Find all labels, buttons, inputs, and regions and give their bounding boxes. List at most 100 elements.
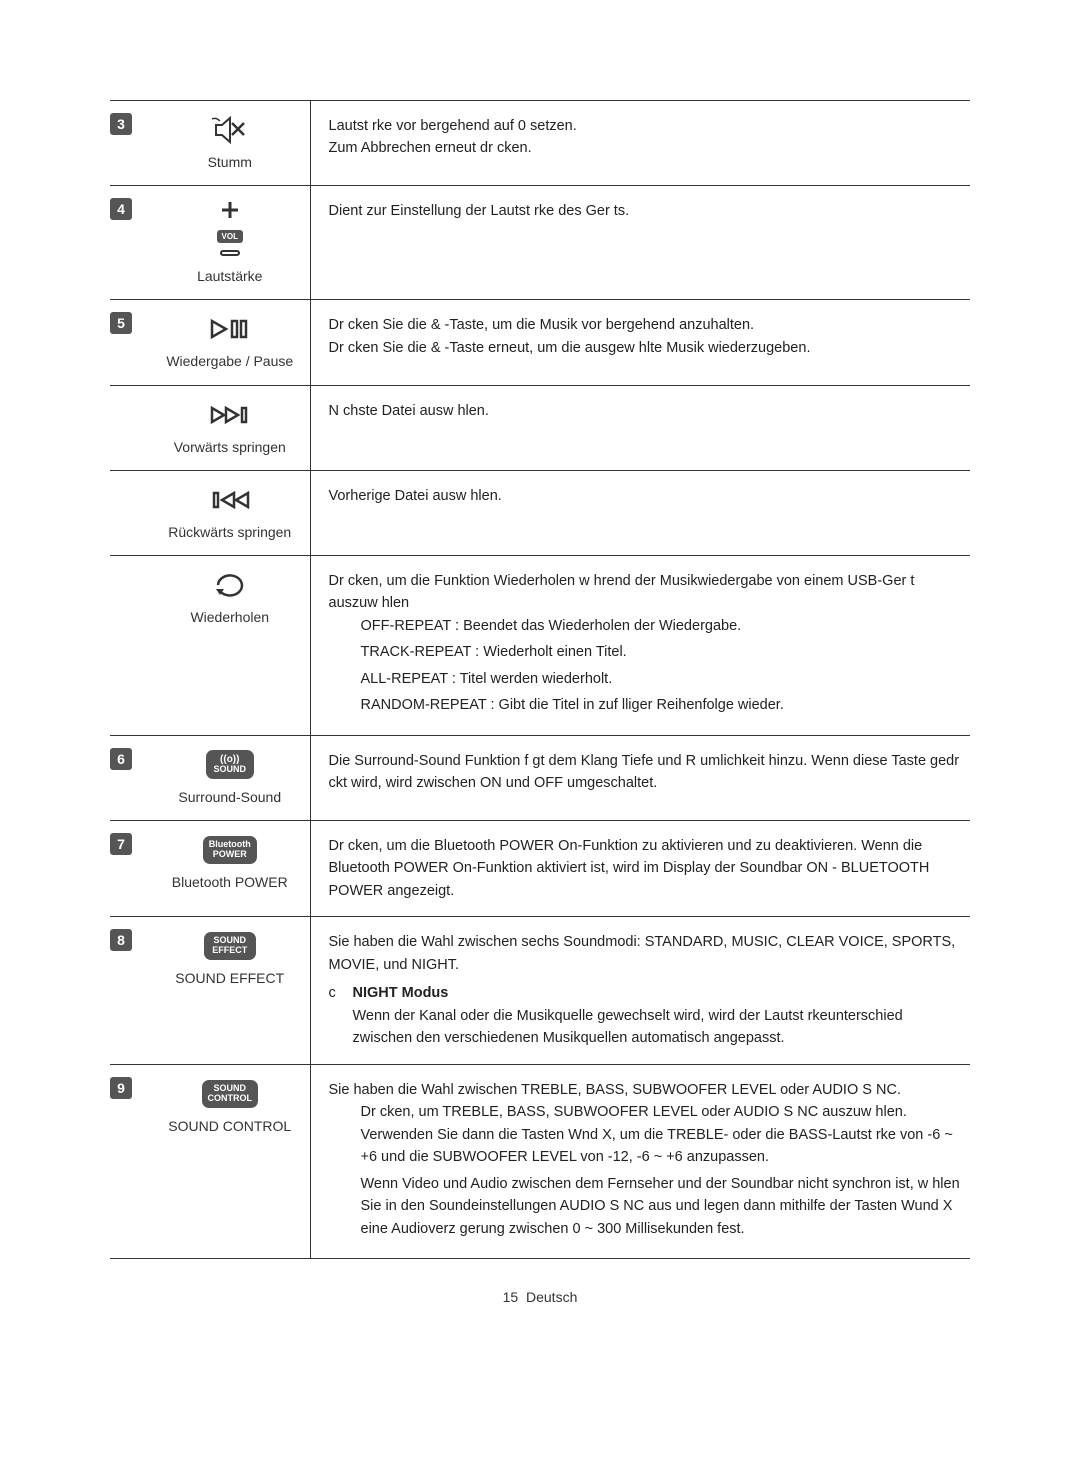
description-line: Dr cken Sie die & -Taste erneut, um die … bbox=[329, 337, 961, 359]
note-block: cNIGHT Modus Wenn der Kanal oder die Musi… bbox=[329, 982, 961, 1049]
remote-functions-table: 3 Stumm Lautst rke vor bergehend auf 0 set… bbox=[110, 100, 970, 1259]
table-row: 4VOLLautstärke Dient zur Einstellung der … bbox=[110, 186, 970, 300]
description-line: Dr cken, um die Bluetooth POWER On-Funkt… bbox=[329, 835, 961, 902]
description-line: Die Surround-Sound Funktion f gt dem Kla… bbox=[329, 750, 961, 795]
btn-icon: SOUNDCONTROL bbox=[158, 1079, 302, 1109]
sub-item-text: Dr cken, um TREBLE, BASS, SUBWOOFER LEVE… bbox=[361, 1104, 953, 1165]
row-icon-cell: BluetoothPOWER Bluetooth POWER bbox=[150, 820, 310, 916]
row-icon-label: Bluetooth POWER bbox=[158, 873, 302, 891]
table-row: Vorwärts springen N chste Datei ausw hlen… bbox=[110, 385, 970, 470]
row-icon-cell: Wiedergabe / Pause bbox=[150, 300, 310, 385]
row-description: Lautst rke vor bergehend auf 0 setzen.Zu… bbox=[310, 101, 970, 186]
skipfwd-icon bbox=[158, 400, 302, 430]
row-number-cell: 5 bbox=[110, 300, 150, 385]
row-number-badge: 5 bbox=[110, 312, 132, 334]
table-row: 6 ((o))SOUND Surround-Sound Die Surround-So… bbox=[110, 735, 970, 820]
description-line: Vorherige Datei ausw hlen. bbox=[329, 485, 961, 507]
btn-icon: BluetoothPOWER bbox=[158, 835, 302, 865]
row-number-badge: 3 bbox=[110, 113, 132, 135]
row-icon-label: Vorwärts springen bbox=[158, 438, 302, 456]
row-description: Vorherige Datei ausw hlen. bbox=[310, 470, 970, 555]
table-row: 7 BluetoothPOWER Bluetooth POWER Dr cken, u… bbox=[110, 820, 970, 916]
row-icon-cell: Stumm bbox=[150, 101, 310, 186]
row-icon-cell: Rückwärts springen bbox=[150, 470, 310, 555]
sub-item-text: : Titel werden wiederholt. bbox=[448, 671, 612, 687]
row-description: Dr cken Sie die & -Taste, um die Musik v… bbox=[310, 300, 970, 385]
row-number-cell bbox=[110, 385, 150, 470]
row-number-cell: 4 bbox=[110, 186, 150, 300]
row-description: Dient zur Einstellung der Lautst rke des… bbox=[310, 186, 970, 300]
table-row: 5 Wiedergabe / Pause Dr cken Sie die & -Ta… bbox=[110, 300, 970, 385]
row-description: Die Surround-Sound Funktion f gt dem Kla… bbox=[310, 735, 970, 820]
row-icon-cell: Vorwärts springen bbox=[150, 385, 310, 470]
sub-item: Dr cken, um TREBLE, BASS, SUBWOOFER LEVE… bbox=[361, 1101, 961, 1168]
row-description: Sie haben die Wahl zwischen TREBLE, BASS… bbox=[310, 1064, 970, 1258]
repeat-icon bbox=[158, 570, 302, 600]
description-line: Sie haben die Wahl zwischen sechs Soundm… bbox=[329, 931, 961, 976]
page-language: Deutsch bbox=[526, 1289, 577, 1305]
page-footer: 15 Deutsch bbox=[110, 1289, 970, 1305]
btn-icon: SOUNDEFFECT bbox=[158, 931, 302, 961]
row-description: Sie haben die Wahl zwischen sechs Soundm… bbox=[310, 917, 970, 1064]
description-line: Zum Abbrechen erneut dr cken. bbox=[329, 137, 961, 159]
playpause-icon bbox=[158, 314, 302, 344]
sub-item-text: : Wiederholt einen Titel. bbox=[471, 644, 627, 660]
row-number-cell bbox=[110, 470, 150, 555]
row-icon-cell: SOUNDCONTROL SOUND CONTROL bbox=[150, 1064, 310, 1258]
note-marker: c bbox=[329, 982, 353, 1004]
sub-item-text: : Gibt die Titel in zuf lliger Reihenfol… bbox=[486, 697, 783, 713]
description-line: Dient zur Einstellung der Lautst rke des… bbox=[329, 200, 961, 222]
sub-item: RANDOM-REPEAT : Gibt die Titel in zuf ll… bbox=[361, 694, 961, 716]
description-line: Lautst rke vor bergehend auf 0 setzen. bbox=[329, 115, 961, 137]
sub-item: ALL-REPEAT : Titel werden wiederholt. bbox=[361, 668, 961, 690]
description-line: Sie haben die Wahl zwischen TREBLE, BASS… bbox=[329, 1079, 961, 1101]
row-icon-label: SOUND CONTROL bbox=[158, 1117, 302, 1135]
note-title: NIGHT Modus bbox=[353, 985, 449, 1001]
row-description: Dr cken, um die Bluetooth POWER On-Funkt… bbox=[310, 820, 970, 916]
row-number-cell: 3 bbox=[110, 101, 150, 186]
row-icon-label: Surround-Sound bbox=[158, 788, 302, 806]
description-line: N chste Datei ausw hlen. bbox=[329, 400, 961, 422]
row-number-cell: 9 bbox=[110, 1064, 150, 1258]
row-icon-cell: ((o))SOUND Surround-Sound bbox=[150, 735, 310, 820]
row-description: N chste Datei ausw hlen. bbox=[310, 385, 970, 470]
row-icon-label: SOUND EFFECT bbox=[158, 969, 302, 987]
description-line: Dr cken Sie die & -Taste, um die Musik v… bbox=[329, 314, 961, 336]
row-icon-cell: VOLLautstärke bbox=[150, 186, 310, 300]
row-number-badge: 7 bbox=[110, 833, 132, 855]
description-line: Dr cken, um die Funktion Wiederholen w h… bbox=[329, 570, 961, 615]
page-number: 15 bbox=[503, 1289, 519, 1305]
table-row: 9 SOUNDCONTROL SOUND CONTROL Sie haben die … bbox=[110, 1064, 970, 1258]
table-row: Rückwärts springen Vorherige Datei ausw h… bbox=[110, 470, 970, 555]
row-number-cell: 8 bbox=[110, 917, 150, 1064]
skipback-icon bbox=[158, 485, 302, 515]
row-number-badge: 9 bbox=[110, 1077, 132, 1099]
row-number-badge: 6 bbox=[110, 748, 132, 770]
row-number-badge: 8 bbox=[110, 929, 132, 951]
row-icon-label: Wiedergabe / Pause bbox=[158, 352, 302, 370]
sub-item-bold: ALL-REPEAT bbox=[361, 671, 448, 687]
table-row: 3 Stumm Lautst rke vor bergehend auf 0 set… bbox=[110, 101, 970, 186]
sub-item-bold: OFF-REPEAT bbox=[361, 618, 452, 634]
row-number-cell bbox=[110, 555, 150, 735]
row-icon-label: Stumm bbox=[158, 153, 302, 171]
mute-icon bbox=[158, 115, 302, 145]
sub-item-bold: TRACK-REPEAT bbox=[361, 644, 472, 660]
row-description: Dr cken, um die Funktion Wiederholen w h… bbox=[310, 555, 970, 735]
table-row: Wiederholen Dr cken, um die Funktion Wied… bbox=[110, 555, 970, 735]
row-icon-label: Lautstärke bbox=[158, 267, 302, 285]
surround-icon: ((o))SOUND bbox=[158, 750, 302, 780]
sub-item-list: OFF-REPEAT : Beendet das Wiederholen der… bbox=[329, 615, 961, 717]
sub-item: TRACK-REPEAT : Wiederholt einen Titel. bbox=[361, 641, 961, 663]
table-row: 8 SOUNDEFFECT SOUND EFFECT Sie haben die Wa… bbox=[110, 917, 970, 1064]
row-number-cell: 6 bbox=[110, 735, 150, 820]
sub-item-list: Dr cken, um TREBLE, BASS, SUBWOOFER LEVE… bbox=[329, 1101, 961, 1240]
note-body: Wenn der Kanal oder die Musikquelle gewe… bbox=[329, 1005, 961, 1050]
sub-item-text: Wenn Video und Audio zwischen dem Fernse… bbox=[361, 1176, 960, 1237]
row-number-cell: 7 bbox=[110, 820, 150, 916]
sub-item-text: : Beendet das Wiederholen der Wiedergabe… bbox=[451, 618, 741, 634]
row-icon-cell: SOUNDEFFECT SOUND EFFECT bbox=[150, 917, 310, 1064]
row-icon-cell: Wiederholen bbox=[150, 555, 310, 735]
sub-item: Wenn Video und Audio zwischen dem Fernse… bbox=[361, 1173, 961, 1240]
row-icon-label: Wiederholen bbox=[158, 608, 302, 626]
